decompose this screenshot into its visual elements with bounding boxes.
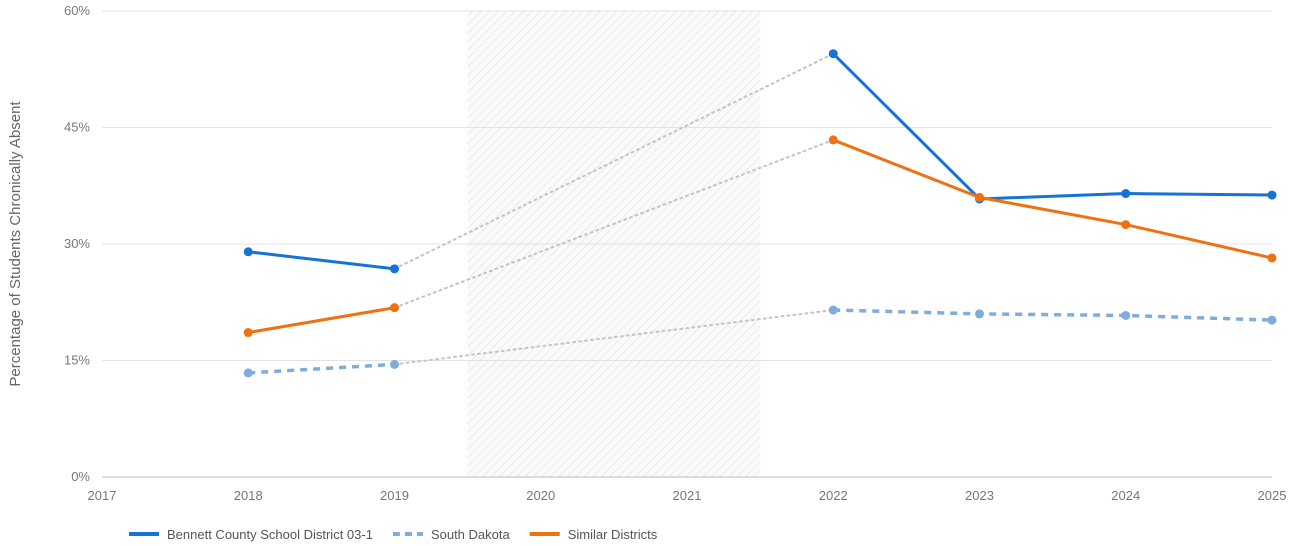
x-tick-label: 2019 (380, 488, 409, 503)
x-tick-label: 2020 (526, 488, 555, 503)
y-tick-label: 0% (71, 469, 90, 484)
data-point (828, 305, 838, 315)
data-point (1121, 189, 1131, 199)
series-line (833, 308, 1273, 322)
gap-connectors-layer (393, 52, 835, 366)
data-point (1267, 190, 1277, 200)
series-line (248, 362, 395, 375)
data-point (1121, 310, 1131, 320)
y-axis-title: Percentage of Students Chronically Absen… (7, 101, 24, 387)
x-tick-label: 2022 (819, 488, 848, 503)
data-point (1267, 315, 1277, 325)
data-point (390, 359, 399, 369)
data-point (975, 192, 984, 202)
series-line (831, 138, 1274, 260)
gap-connector (393, 309, 835, 366)
data-point (828, 49, 838, 59)
data-point (243, 247, 253, 257)
axis-layer: 0% 15% 30% 45% 60% 2017 2018 2019 2020 2021 2022 20… (7, 3, 1286, 503)
y-tick-label: 45% (64, 120, 90, 135)
data-point (828, 135, 838, 145)
data-point (390, 264, 399, 274)
data-point (243, 368, 253, 378)
x-tick-label: 2024 (1111, 488, 1140, 503)
x-tick-label: 2018 (234, 488, 263, 503)
data-point (390, 303, 399, 313)
y-tick-label: 15% (64, 353, 90, 368)
gap-connector (393, 52, 835, 270)
legend-label: Bennett County School District 03-1 (167, 527, 373, 542)
series-line (831, 52, 1274, 201)
gap-connector (393, 138, 835, 309)
series-layer (243, 49, 1277, 378)
data-point (1121, 220, 1131, 230)
gridlines-layer (102, 10, 1272, 361)
x-tick-label: 2021 (673, 488, 702, 503)
series-line (246, 250, 396, 271)
x-tick-label: 2023 (965, 488, 994, 503)
y-tick-label: 30% (64, 236, 90, 251)
legend: Bennett County School District 03-1 South… (129, 527, 658, 542)
data-point (243, 328, 253, 338)
x-tick-label: 2017 (88, 488, 117, 503)
y-tick-label: 60% (64, 3, 90, 18)
legend-label: Similar Districts (568, 527, 658, 542)
x-tick-label: 2025 (1258, 488, 1287, 503)
legend-label: South Dakota (431, 527, 511, 542)
data-point (1267, 253, 1277, 263)
data-point (975, 309, 984, 319)
series-line (246, 306, 396, 335)
